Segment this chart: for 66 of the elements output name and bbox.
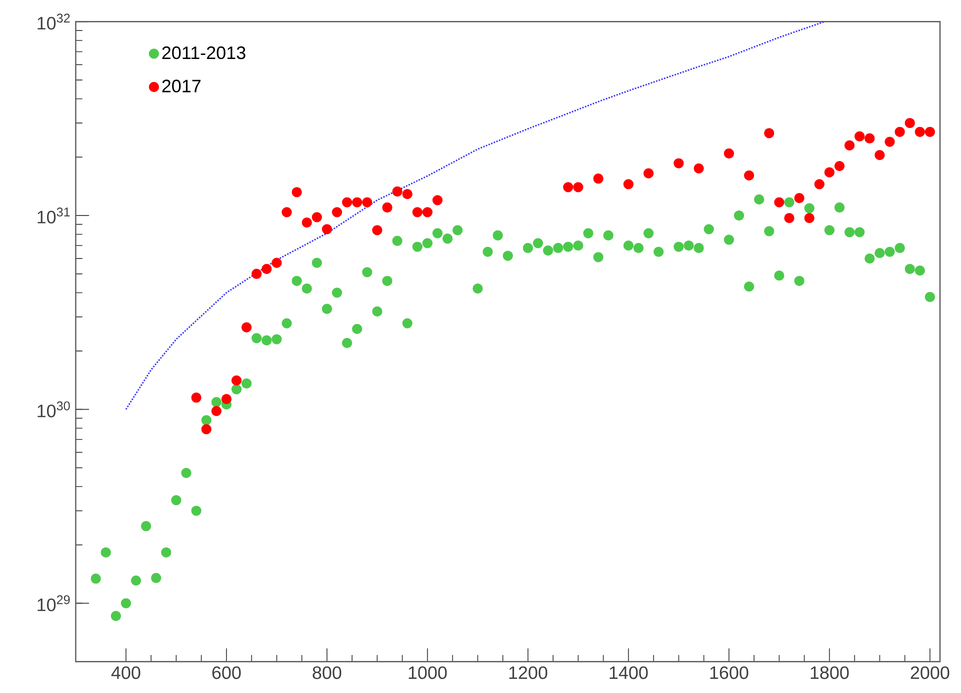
- x-tick-label: 1800: [810, 666, 849, 680]
- point: [191, 392, 202, 403]
- point: [241, 322, 252, 332]
- point: [332, 207, 342, 218]
- point: [382, 202, 392, 213]
- point: [593, 174, 604, 184]
- point: [694, 163, 704, 174]
- point: [392, 186, 402, 197]
- point: [724, 148, 734, 159]
- legend-label: 2011-2013: [162, 46, 246, 60]
- point: [312, 212, 322, 222]
- point: [744, 170, 754, 180]
- point: [643, 168, 654, 178]
- x-tick-label: 1400: [610, 666, 648, 680]
- point: [201, 424, 212, 434]
- y-tick-label: 10$^{30}$: [38, 401, 70, 418]
- point: [372, 225, 382, 236]
- point: [804, 213, 814, 224]
- point: [864, 133, 875, 144]
- y-tick-label: 10$^{29}$: [38, 595, 70, 612]
- point: [402, 189, 412, 200]
- x-tick-label: 1200: [509, 666, 548, 680]
- x-tick-label: 1000: [408, 666, 447, 680]
- point: [623, 179, 634, 190]
- point: [352, 197, 362, 208]
- legend-label: 2017: [162, 80, 201, 92]
- point: [362, 197, 372, 208]
- point: [814, 179, 824, 190]
- point: [573, 182, 584, 192]
- point: [231, 375, 242, 386]
- point: [563, 182, 574, 192]
- x-tick-label: 400: [111, 666, 140, 680]
- point: [854, 131, 865, 142]
- point: [262, 264, 272, 274]
- y-tick-label: 10$^{31}$: [38, 208, 70, 224]
- point: [342, 197, 352, 208]
- point: [824, 167, 835, 178]
- point: [272, 258, 282, 268]
- x-tick-label: 800: [312, 666, 342, 680]
- point: [302, 217, 312, 228]
- point: [914, 126, 925, 137]
- point: [904, 118, 915, 128]
- point: [432, 195, 443, 206]
- point: [292, 187, 302, 198]
- x-tick-label: 1600: [710, 666, 748, 680]
- x-tick-label: 600: [212, 666, 241, 680]
- point: [322, 224, 332, 234]
- point: [844, 140, 855, 150]
- point: [422, 207, 433, 218]
- point: [282, 207, 292, 218]
- x-tick-label: 2000: [910, 666, 950, 680]
- line-series: [125, 22, 826, 410]
- point: [874, 150, 885, 160]
- point: [764, 128, 774, 138]
- point: [784, 213, 794, 224]
- point: [894, 126, 905, 137]
- point: [774, 197, 784, 208]
- y-tick-label: 10$^{32}$: [38, 14, 70, 30]
- point: [211, 406, 222, 416]
- point: [884, 136, 895, 147]
- point: [412, 207, 422, 218]
- point: [674, 158, 684, 168]
- point: [252, 268, 262, 279]
- point: [834, 160, 845, 172]
- point: [924, 126, 936, 137]
- point: [794, 193, 804, 204]
